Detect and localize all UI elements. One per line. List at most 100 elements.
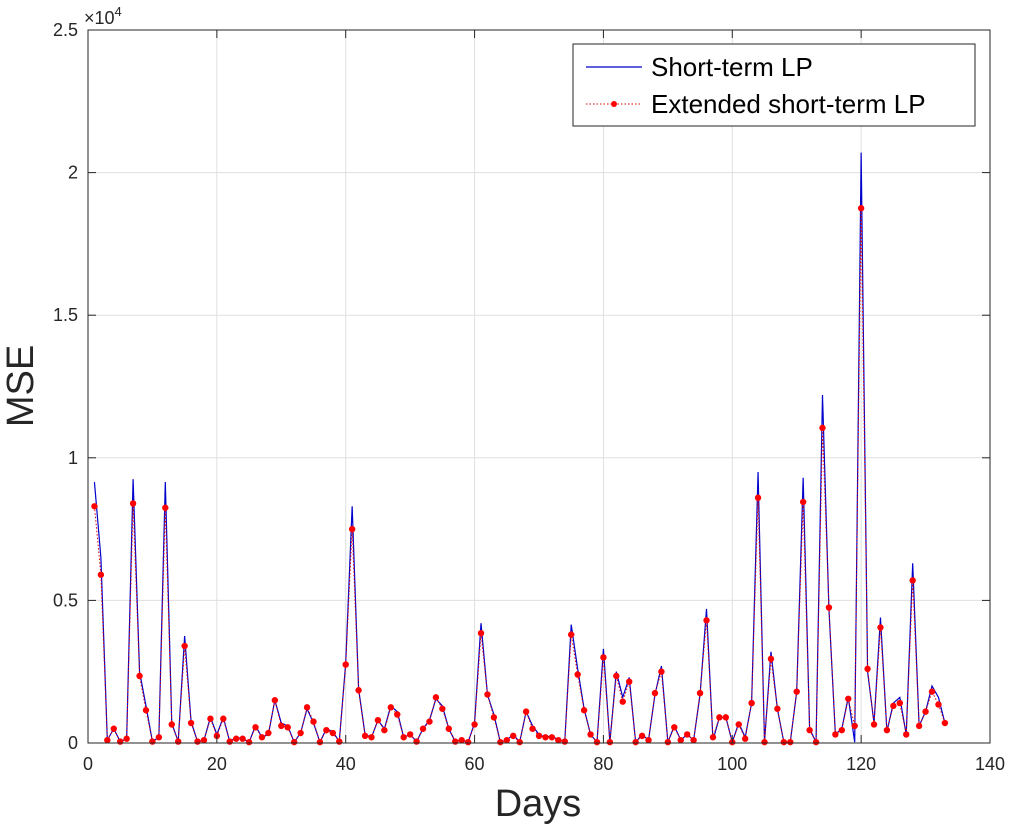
extended-data-point [626, 678, 633, 685]
y-tick-label: 1 [68, 448, 78, 468]
extended-data-point [136, 672, 143, 680]
extended-data-point [477, 629, 485, 637]
extended-data-point [149, 738, 156, 745]
extended-data-point [812, 738, 820, 746]
extended-data-point [400, 734, 407, 741]
extended-data-point [458, 736, 465, 744]
extended-data-point [638, 732, 646, 740]
extended-data-point [484, 691, 491, 698]
extended-data-point [168, 721, 175, 728]
extended-data-point [323, 726, 330, 734]
extended-data-point [432, 694, 440, 701]
extended-data-point [574, 671, 581, 678]
extended-data-point [883, 726, 891, 734]
extended-data-point [445, 725, 452, 732]
y-axis-title: MSE [0, 345, 42, 427]
extended-data-point [419, 725, 427, 732]
extended-data-point [329, 729, 337, 737]
x-tick-label: 100 [717, 754, 747, 774]
extended-data-point [909, 577, 916, 584]
x-tick-label: 80 [593, 754, 613, 774]
extended-data-point [490, 714, 498, 721]
extended-data-point [922, 708, 929, 715]
extended-data-point [568, 631, 575, 638]
extended-data-point [864, 665, 871, 673]
extended-data-point [110, 725, 117, 732]
extended-data-point [587, 731, 594, 738]
extended-data-point [819, 424, 826, 432]
y-exponent-base: ×10 [84, 8, 115, 28]
extended-data-point [207, 715, 214, 722]
extended-data-point [619, 698, 626, 705]
extended-data-point [832, 731, 839, 738]
extended-data-point [336, 738, 343, 745]
extended-data-point [600, 654, 607, 661]
extended-data-point [387, 704, 395, 711]
x-tick-label: 20 [207, 754, 227, 774]
extended-data-point [857, 205, 865, 212]
extended-data-point [851, 722, 858, 730]
extended-data-point [316, 738, 324, 746]
extended-data-point [658, 668, 665, 675]
extended-data-point [935, 701, 942, 708]
extended-data-point [683, 731, 691, 738]
extended-data-point [606, 738, 614, 746]
extended-data-point [129, 500, 137, 507]
extended-data-point [142, 707, 150, 714]
extended-data-point [368, 734, 375, 741]
extended-data-point [522, 708, 530, 715]
x-tick-label: 140 [975, 754, 1005, 774]
extended-data-point [471, 721, 478, 728]
extended-data-point [915, 722, 923, 730]
extended-data-point [194, 738, 201, 745]
x-tick-label: 0 [83, 754, 93, 774]
extended-data-point [741, 735, 749, 742]
extended-data-point [516, 738, 523, 746]
extended-data-point [303, 704, 311, 711]
extended-data-point [651, 689, 659, 697]
extended-data-point [928, 688, 936, 695]
extended-data-point [838, 726, 846, 734]
extended-data-point [696, 689, 704, 697]
legend: Short-term LP Extended short-term LP [572, 43, 976, 127]
extended-data-point [278, 722, 285, 730]
extended-data-point [761, 738, 768, 746]
extended-data-point [535, 732, 543, 740]
extended-data-point [664, 738, 672, 746]
extended-data-point [903, 731, 910, 738]
extended-data-point [774, 705, 781, 712]
legend-label-extended: Extended short-term LP [651, 89, 926, 119]
extended-data-point [529, 725, 536, 732]
extended-data-point [613, 672, 620, 680]
extended-data-point [200, 736, 208, 744]
y-tick-label: 2 [68, 163, 78, 183]
extended-data-point [284, 724, 291, 731]
y-tick-label: 0 [68, 733, 78, 753]
extended-data-point [117, 738, 124, 745]
legend-box [572, 43, 976, 127]
extended-data-point [645, 736, 652, 744]
extended-data-point [825, 604, 833, 611]
extended-data-point [780, 738, 788, 746]
extended-data-point [767, 655, 775, 663]
extended-data-point [555, 736, 562, 744]
extended-data-point [896, 699, 903, 707]
extended-data-point [245, 738, 253, 746]
extended-data-point [413, 738, 420, 745]
extended-data-point [510, 732, 517, 740]
y-exponent-power: 4 [115, 4, 122, 19]
extended-data-point [845, 695, 852, 702]
extended-data-point [252, 724, 259, 731]
extended-data-point [310, 718, 317, 725]
extended-data-point [593, 738, 601, 746]
extended-data-point [870, 721, 878, 728]
x-tick-label: 40 [336, 754, 356, 774]
extended-data-point [374, 716, 382, 724]
extended-data-point [271, 697, 279, 704]
x-tick-label: 60 [465, 754, 485, 774]
extended-data-point [580, 707, 588, 714]
extended-data-point [439, 705, 446, 712]
extended-data-point [104, 736, 111, 744]
